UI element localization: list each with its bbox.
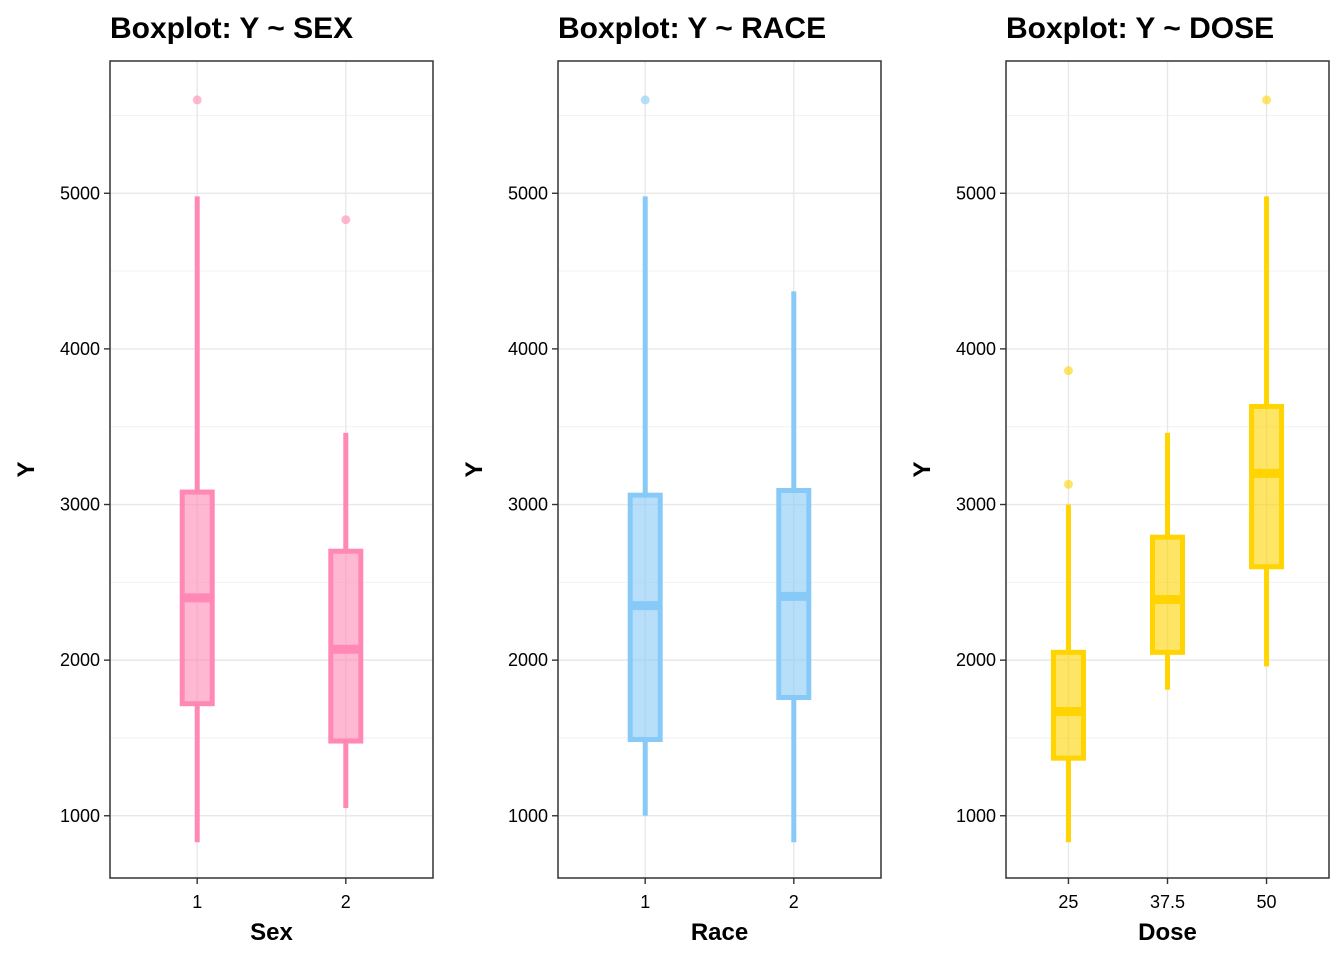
x-tick-label: 1 (640, 892, 650, 912)
chart-panel-2: Boxplot: Y ~ RACE 1000 2000 3000 4000 5000 1 2 R… (461, 12, 882, 946)
y-tick-label: 2000 (956, 650, 996, 670)
x-axis-label: Sex (250, 919, 293, 946)
y-tick-label: 4000 (508, 339, 548, 359)
chart-title: Boxplot: Y ~ SEX (110, 12, 353, 45)
chart-panel-3: Boxplot: Y ~ DOSE 1000 2000 3000 4000 5000 25 3… (909, 12, 1330, 946)
y-tick-label: 2000 (60, 650, 100, 670)
y-tick-label: 1000 (60, 806, 100, 826)
box-50 (1249, 95, 1285, 667)
box-1 (179, 95, 215, 843)
y-tick-label: 5000 (60, 183, 100, 203)
y-axis-label: Y (909, 461, 936, 477)
box-iqr (1249, 403, 1285, 570)
x-tick-label: 25 (1058, 892, 1078, 912)
y-tick-label: 2000 (508, 650, 548, 670)
outlier-point (1063, 366, 1073, 376)
y-tick-label: 1000 (956, 806, 996, 826)
box-2 (328, 215, 364, 808)
x-tick-label: 2 (789, 892, 799, 912)
x-tick-label: 1 (192, 892, 202, 912)
x-tick-label: 50 (1257, 892, 1277, 912)
box-iqr (627, 492, 663, 742)
outlier-point (192, 95, 202, 105)
x-tick-label: 37.5 (1150, 892, 1185, 912)
x-tick-label: 2 (341, 892, 351, 912)
box-37.5 (1150, 432, 1185, 690)
y-tick-label: 5000 (956, 183, 996, 203)
y-tick-label: 4000 (956, 339, 996, 359)
chart-title: Boxplot: Y ~ RACE (558, 12, 826, 45)
y-axis-label: Y (461, 461, 488, 477)
panel-border (109, 60, 434, 879)
y-tick-label: 1000 (508, 806, 548, 826)
box-2 (776, 291, 812, 843)
outlier-point (341, 215, 351, 225)
box-25 (1050, 366, 1086, 843)
y-tick-label: 3000 (508, 495, 548, 515)
outlier-point (640, 95, 650, 105)
panel-border (557, 60, 882, 879)
box-iqr (1150, 534, 1185, 655)
y-axis-label: Y (13, 461, 40, 477)
y-tick-label: 4000 (60, 339, 100, 359)
y-tick-label: 3000 (956, 495, 996, 515)
outlier-point (1262, 95, 1272, 105)
panels: Boxplot: Y ~ SEX 1000 2000 3000 4000 5000 1 2 Se… (13, 12, 1330, 946)
chart-title: Boxplot: Y ~ DOSE (1006, 12, 1274, 45)
x-axis-label: Race (691, 919, 748, 946)
box-1 (627, 95, 663, 816)
outlier-point (1063, 479, 1073, 489)
x-axis-label: Dose (1138, 919, 1197, 946)
box-iqr (1050, 649, 1086, 761)
chart-panel-1: Boxplot: Y ~ SEX 1000 2000 3000 4000 5000 1 2 Se… (13, 12, 434, 946)
y-tick-label: 3000 (60, 495, 100, 515)
y-tick-label: 5000 (508, 183, 548, 203)
